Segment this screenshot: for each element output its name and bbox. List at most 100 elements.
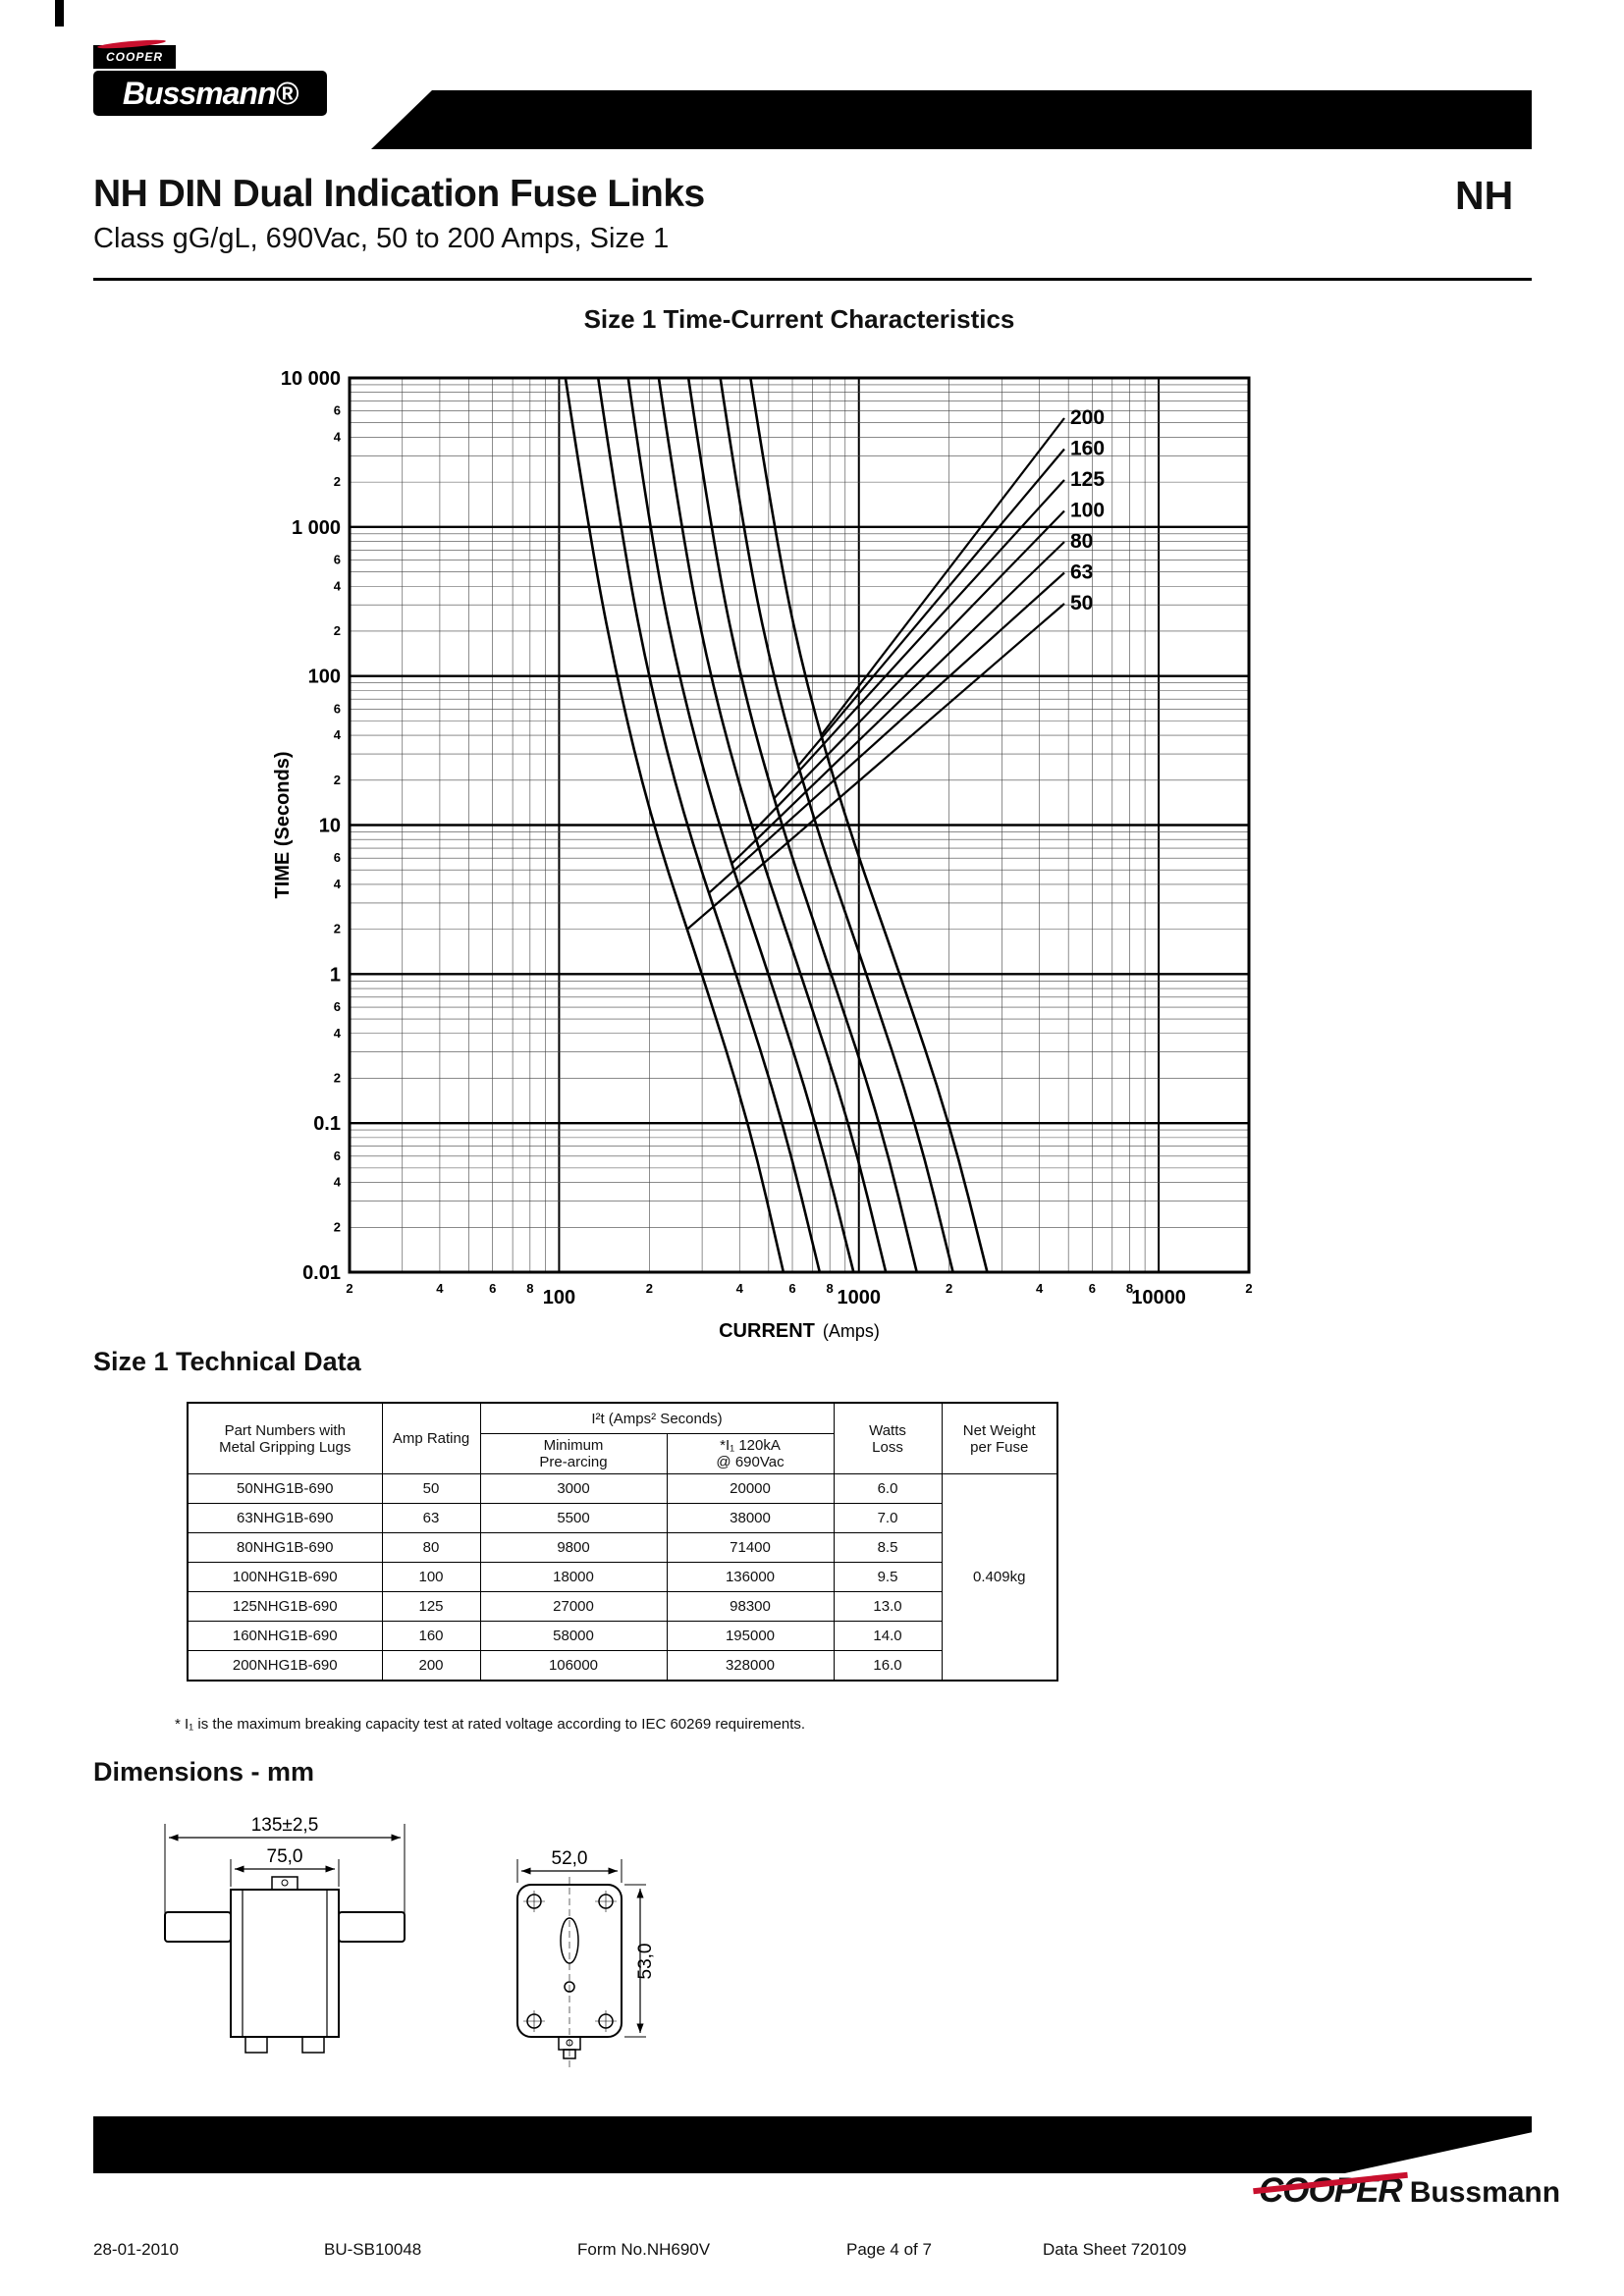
cell-part: 200NHG1B-690 <box>187 1650 383 1682</box>
cell-amp: 200 <box>381 1650 481 1682</box>
curve-50 <box>564 376 785 1274</box>
svg-text:4: 4 <box>1036 1281 1044 1296</box>
technical-table-body: 50NHG1B-690 50 3000 20000 6.0 0.409kg 63NHG1B-… <box>187 1473 1058 1682</box>
cell-i1: 195000 <box>666 1621 835 1651</box>
svg-text:6: 6 <box>1089 1281 1096 1296</box>
svg-text:6: 6 <box>334 701 341 716</box>
cell-watts: 7.0 <box>833 1503 943 1533</box>
chart-title: Size 1 Time-Current Characteristics <box>583 304 1015 334</box>
svg-text:1000: 1000 <box>838 1287 882 1308</box>
cell-watts: 14.0 <box>833 1621 943 1651</box>
corner-code: NH <box>1455 173 1514 218</box>
table-row: 125NHG1B-690 125 27000 98300 13.0 <box>187 1591 1057 1622</box>
curve-63 <box>596 376 822 1274</box>
svg-text:8: 8 <box>1126 1281 1133 1296</box>
footer-datasheet-number: Data Sheet 720109 <box>1043 2240 1187 2259</box>
table-subheader-row: Minimum Pre-arcing *I₁ 120kA @ 690Vac <box>188 1433 1057 1474</box>
technical-table-head: Part Numbers with Metal Gripping Lugs Am… <box>187 1402 1058 1474</box>
cell-watts: 8.5 <box>833 1532 943 1563</box>
svg-text:2: 2 <box>334 623 341 638</box>
svg-text:4: 4 <box>334 429 342 444</box>
cell-amp: 160 <box>381 1621 481 1651</box>
time-current-chart: 10 000 1 000 100 10 1 0.1 0.01 6 4 2 6 4 2 6 4 2 6 4 2 6 4 2 6… <box>272 368 1253 1342</box>
svg-text:10: 10 <box>319 816 341 837</box>
svg-text:2: 2 <box>346 1281 352 1296</box>
cell-watts: 6.0 <box>833 1473 943 1504</box>
svg-text:4: 4 <box>334 877 342 891</box>
svg-text:1 000: 1 000 <box>292 517 341 539</box>
indicator <box>271 1876 298 1891</box>
svg-text:10 000: 10 000 <box>281 368 341 390</box>
dim-label-75: 75,0 <box>267 1846 303 1867</box>
svg-text:4: 4 <box>334 1175 342 1190</box>
svg-text:4: 4 <box>436 1281 444 1296</box>
svg-text:4: 4 <box>334 727 342 742</box>
svg-text:6: 6 <box>334 553 341 567</box>
cell-net-weight: 0.409kg <box>941 1473 1058 1682</box>
cell-watts: 16.0 <box>833 1650 943 1682</box>
curve-label-200: 200 <box>1070 406 1105 429</box>
cell-amp: 100 <box>381 1562 481 1592</box>
svg-text:100: 100 <box>543 1287 575 1308</box>
cell-i1: 20000 <box>666 1473 835 1504</box>
cell-i1: 328000 <box>666 1650 835 1682</box>
cell-i1: 136000 <box>666 1562 835 1592</box>
svg-text:1: 1 <box>330 964 341 986</box>
col-header-min-prearcing: Minimum Pre-arcing <box>479 1433 668 1474</box>
page-subtitle: Class gG/gL, 690Vac, 50 to 200 Amps, Siz… <box>93 223 670 254</box>
technical-table: Part Numbers with Metal Gripping Lugs Am… <box>187 1402 1058 1682</box>
svg-text:2: 2 <box>334 474 341 489</box>
cell-part: 50NHG1B-690 <box>187 1473 383 1504</box>
axis-tick-labels: 10 000 1 000 100 10 1 0.1 0.01 6 4 2 6 4 2 6 4 2 6 4 2 6 4 2 6… <box>281 368 1253 1308</box>
col-header-amp: Amp Rating <box>381 1402 481 1474</box>
fuse-curves <box>564 376 989 1274</box>
cell-min: 9800 <box>479 1532 668 1563</box>
col-header-i2t: I²t (Amps² Seconds) <box>479 1402 835 1434</box>
cell-min: 5500 <box>479 1503 668 1533</box>
cell-amp: 63 <box>381 1503 481 1533</box>
cooper-wordmark: COOPER <box>1259 2171 1403 2210</box>
cell-watts: 9.5 <box>833 1562 943 1592</box>
header-rule <box>93 278 1532 281</box>
col-header-i1: *I₁ 120kA @ 690Vac <box>666 1433 835 1474</box>
bussmann-logo: Bussmann® <box>93 71 327 116</box>
svg-text:10000: 10000 <box>1131 1287 1186 1308</box>
footer-date: 28-01-2010 <box>93 2240 179 2259</box>
col-header-net: Net Weight per Fuse <box>941 1402 1058 1474</box>
col-header-part: Part Numbers with Metal Gripping Lugs <box>187 1402 383 1474</box>
svg-text:0.1: 0.1 <box>313 1113 341 1135</box>
right-blade-lug <box>338 1911 406 1943</box>
crop-mark <box>55 0 64 27</box>
table-header-row: Part Numbers with Metal Gripping Lugs Am… <box>187 1402 1058 1474</box>
plot-border <box>348 376 1251 1274</box>
curve-80 <box>626 376 855 1274</box>
cell-min: 58000 <box>479 1621 668 1651</box>
cooper-logo-text: COOPER <box>105 50 163 64</box>
svg-text:2: 2 <box>334 922 341 936</box>
svg-text:8: 8 <box>526 1281 533 1296</box>
cell-min: 27000 <box>479 1591 668 1622</box>
curve-125 <box>686 376 919 1274</box>
cell-amp: 50 <box>381 1473 481 1504</box>
svg-text:2: 2 <box>1245 1281 1252 1296</box>
curve-160 <box>719 376 954 1274</box>
cell-i1: 71400 <box>666 1532 835 1563</box>
dim-label-135: 135±2,5 <box>251 1815 319 1836</box>
curve-label-125: 125 <box>1070 468 1105 491</box>
cell-amp: 125 <box>381 1591 481 1622</box>
svg-text:2: 2 <box>646 1281 653 1296</box>
bussmann-logo-text: Bussmann® <box>122 75 298 111</box>
curve-label-100: 100 <box>1070 500 1105 522</box>
bussmann-wordmark: Bussmann <box>1409 2176 1561 2209</box>
table-row: 100NHG1B-690 100 18000 136000 9.5 <box>187 1562 1057 1592</box>
svg-text:6: 6 <box>334 403 341 418</box>
cell-min: 106000 <box>479 1650 668 1682</box>
svg-text:6: 6 <box>788 1281 795 1296</box>
curve-100 <box>657 376 888 1274</box>
cooper-swoosh-icon <box>96 37 167 51</box>
footer-page-number: Page 4 of 7 <box>846 2240 932 2259</box>
technical-data-heading: Size 1 Technical Data <box>93 1347 361 1376</box>
svg-text:8: 8 <box>827 1281 834 1296</box>
svg-text:4: 4 <box>334 1026 342 1041</box>
